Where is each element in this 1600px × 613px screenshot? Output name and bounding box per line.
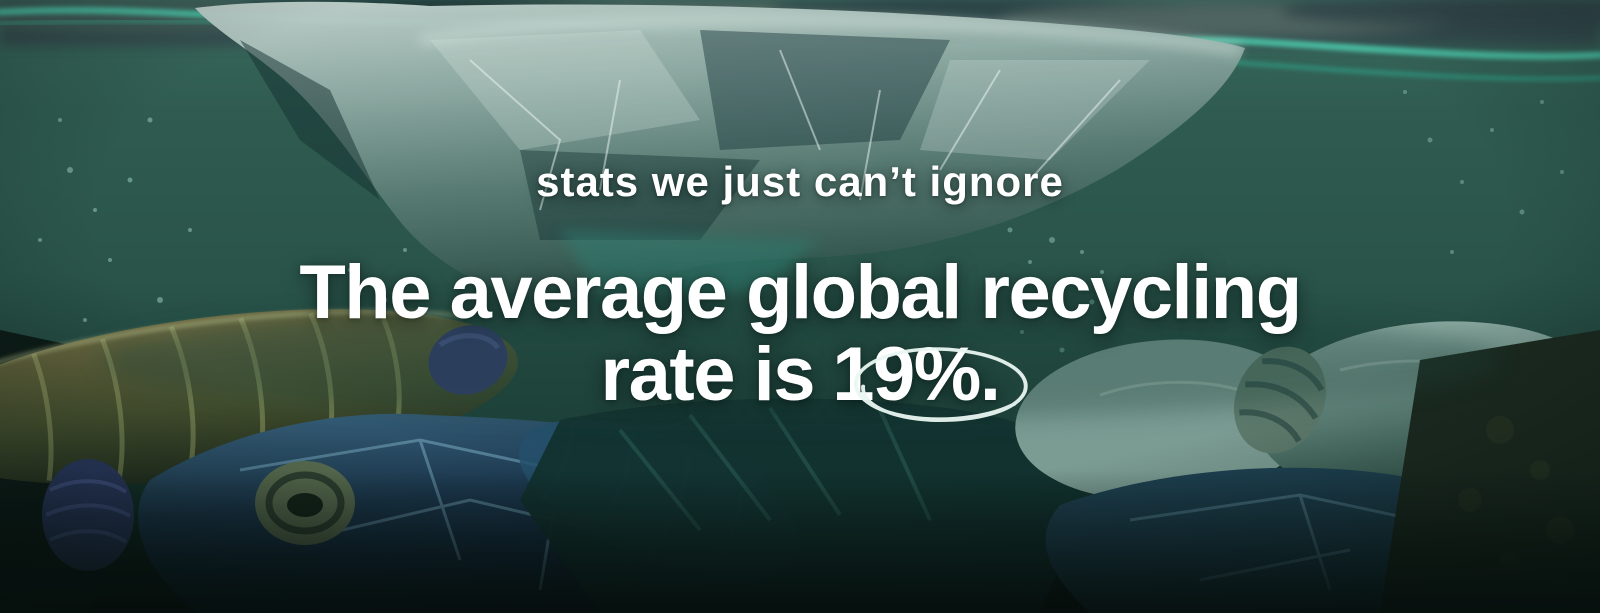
vignette — [0, 0, 1600, 613]
ocean-photo-background — [0, 0, 1600, 613]
hero-banner: stats we just can’t ignore The average g… — [0, 0, 1600, 613]
